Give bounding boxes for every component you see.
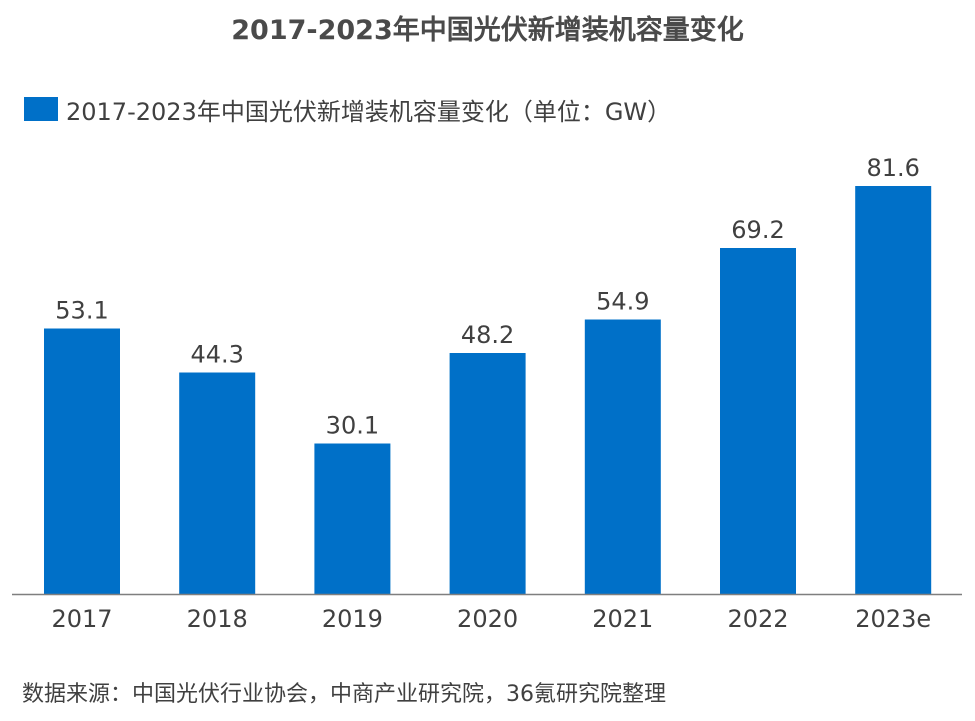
chart-title: 2017-2023年中国光伏新增装机容量变化 (231, 15, 744, 46)
category-label-2021: 2021 (592, 605, 653, 633)
category-label-2018: 2018 (187, 605, 248, 633)
value-label-2023e: 81.6 (866, 154, 919, 182)
category-label-2020: 2020 (457, 605, 518, 633)
value-label-2021: 54.9 (596, 288, 649, 316)
value-label-2022: 69.2 (731, 216, 784, 244)
value-label-2017: 53.1 (55, 297, 108, 325)
legend-swatch (24, 97, 58, 121)
bars-group (44, 186, 932, 594)
value-label-2019: 30.1 (326, 412, 379, 440)
legend: 2017-2023年中国光伏新增装机容量变化（单位：GW） (24, 92, 671, 126)
bar-2022 (720, 248, 796, 594)
source-note: 数据来源：中国光伏行业协会，中商产业研究院，36氪研究院整理 (22, 682, 666, 707)
bar-2017 (44, 328, 120, 594)
legend-label: 2017-2023年中国光伏新增装机容量变化（单位：GW） (66, 97, 672, 126)
bar-2021 (584, 319, 661, 594)
category-label-2022: 2022 (727, 605, 788, 633)
category-labels-group: 2017 2018 2019 2020 2021 2022 2023e (51, 605, 931, 633)
bar-2020 (449, 353, 526, 594)
category-label-2023e: 2023e (855, 605, 931, 633)
category-label-2019: 2019 (322, 605, 383, 633)
value-labels-group: 53.1 44.3 30.1 48.2 54.9 69.2 81.6 (55, 154, 920, 440)
category-label-2017: 2017 (51, 605, 112, 633)
value-label-2020: 48.2 (461, 321, 514, 349)
bar-2018 (179, 372, 256, 594)
value-label-2018: 44.3 (190, 341, 243, 369)
bar-2023e (855, 186, 932, 594)
bar-2019 (314, 443, 391, 594)
